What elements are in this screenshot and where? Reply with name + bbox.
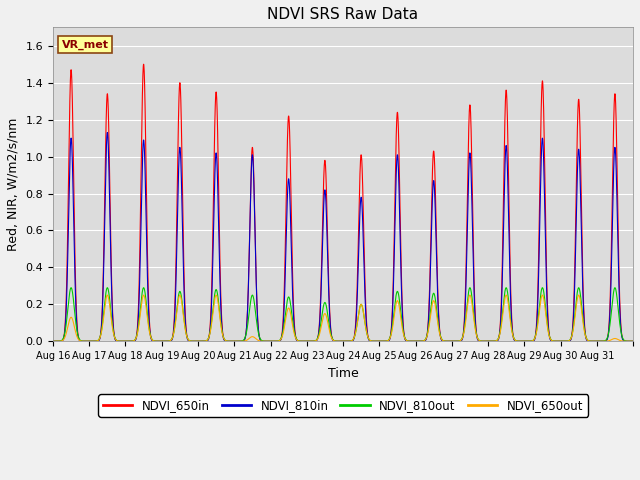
Text: VR_met: VR_met <box>61 40 109 50</box>
Title: NDVI SRS Raw Data: NDVI SRS Raw Data <box>268 7 419 22</box>
Y-axis label: Red, NIR, W/m2/s/nm: Red, NIR, W/m2/s/nm <box>7 118 20 251</box>
X-axis label: Time: Time <box>328 367 358 380</box>
Legend: NDVI_650in, NDVI_810in, NDVI_810out, NDVI_650out: NDVI_650in, NDVI_810in, NDVI_810out, NDV… <box>98 394 588 417</box>
